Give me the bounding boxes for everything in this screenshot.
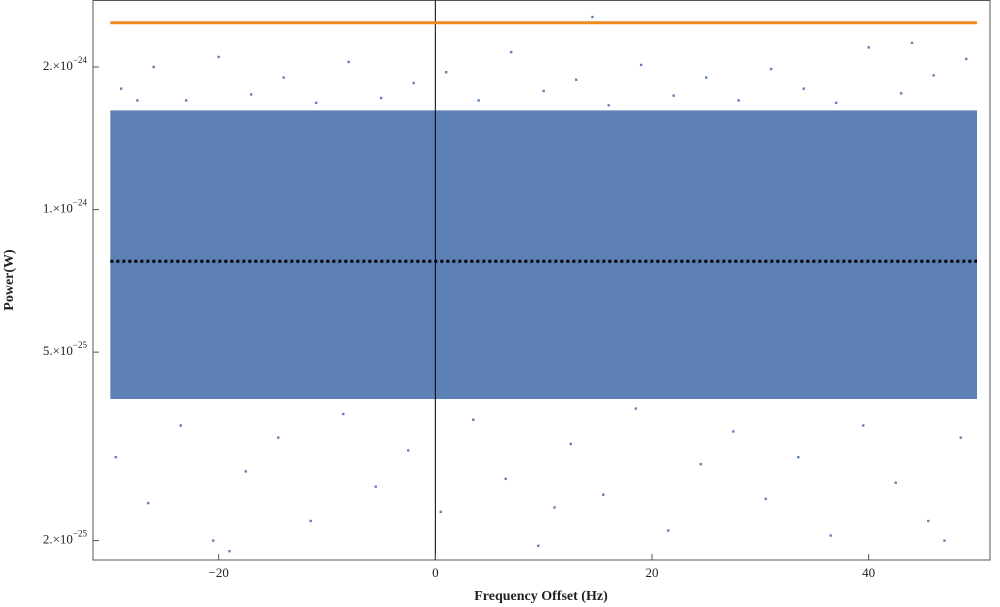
point — [569, 442, 572, 446]
point — [119, 87, 123, 90]
point — [509, 50, 513, 54]
point — [504, 477, 507, 481]
point — [667, 529, 670, 532]
point — [217, 55, 220, 59]
point — [894, 481, 897, 484]
y-tick-exponent: −24 — [73, 55, 88, 65]
point — [704, 76, 708, 79]
x-tick-label: 40 — [862, 565, 875, 580]
point — [477, 99, 480, 102]
point — [472, 418, 475, 421]
point — [932, 74, 935, 77]
y-axis-title: Power(W) — [2, 249, 17, 311]
y-tick-exponent: −24 — [73, 198, 88, 208]
point — [407, 449, 410, 452]
point — [179, 424, 182, 427]
point — [927, 519, 930, 523]
point — [114, 456, 117, 459]
y-tick-mantissa: 5.×10 — [43, 343, 73, 358]
y-tick-label: 2.×10−24 — [43, 55, 88, 73]
point — [834, 101, 838, 105]
point — [732, 430, 735, 433]
point — [347, 60, 350, 64]
point — [152, 65, 155, 69]
y-tick-label: 2.×10−25 — [43, 529, 88, 547]
point — [314, 101, 318, 105]
point — [591, 15, 594, 19]
y-tick-mantissa: 2.×10 — [43, 532, 73, 547]
point — [634, 407, 637, 410]
point — [309, 519, 312, 523]
point — [899, 92, 903, 95]
point — [379, 96, 383, 100]
point — [607, 104, 610, 107]
point — [829, 534, 832, 537]
point — [553, 506, 556, 509]
y-tick-exponent: −25 — [73, 529, 88, 539]
point — [412, 81, 415, 85]
y-tick-mantissa: 1.×10 — [43, 201, 73, 216]
x-tick-label: 0 — [432, 565, 439, 580]
point — [537, 544, 540, 548]
point — [959, 436, 962, 439]
point — [943, 539, 946, 542]
point — [867, 46, 870, 49]
point — [862, 424, 865, 427]
point — [444, 70, 448, 74]
point — [699, 462, 702, 466]
point — [802, 87, 805, 90]
point — [542, 89, 545, 93]
point — [136, 99, 139, 102]
point — [439, 510, 442, 514]
noise-band — [110, 110, 978, 400]
point — [184, 99, 188, 102]
point — [282, 76, 285, 79]
point — [672, 94, 675, 97]
x-tick-label: 20 — [646, 565, 659, 580]
point — [639, 63, 643, 67]
y-tick-label: 1.×10−24 — [43, 198, 88, 216]
point — [374, 485, 377, 488]
y-tick-exponent: −25 — [73, 340, 88, 350]
point — [910, 41, 914, 44]
y-tick-label: 5.×10−25 — [43, 340, 88, 358]
point — [147, 501, 150, 505]
point — [574, 78, 578, 81]
point — [228, 549, 231, 553]
point — [212, 539, 215, 542]
plot-frame — [92, 0, 991, 561]
point — [797, 456, 800, 459]
point — [342, 412, 345, 416]
x-tick-label: −20 — [208, 565, 228, 580]
point — [769, 67, 773, 71]
point — [244, 470, 247, 473]
point — [737, 99, 740, 102]
y-tick-mantissa: 2.×10 — [43, 58, 73, 73]
point — [764, 497, 767, 501]
point — [277, 436, 280, 439]
point — [602, 493, 605, 496]
point — [249, 93, 253, 96]
x-axis-title: Frequency Offset (Hz) — [474, 589, 608, 604]
point — [964, 57, 968, 61]
